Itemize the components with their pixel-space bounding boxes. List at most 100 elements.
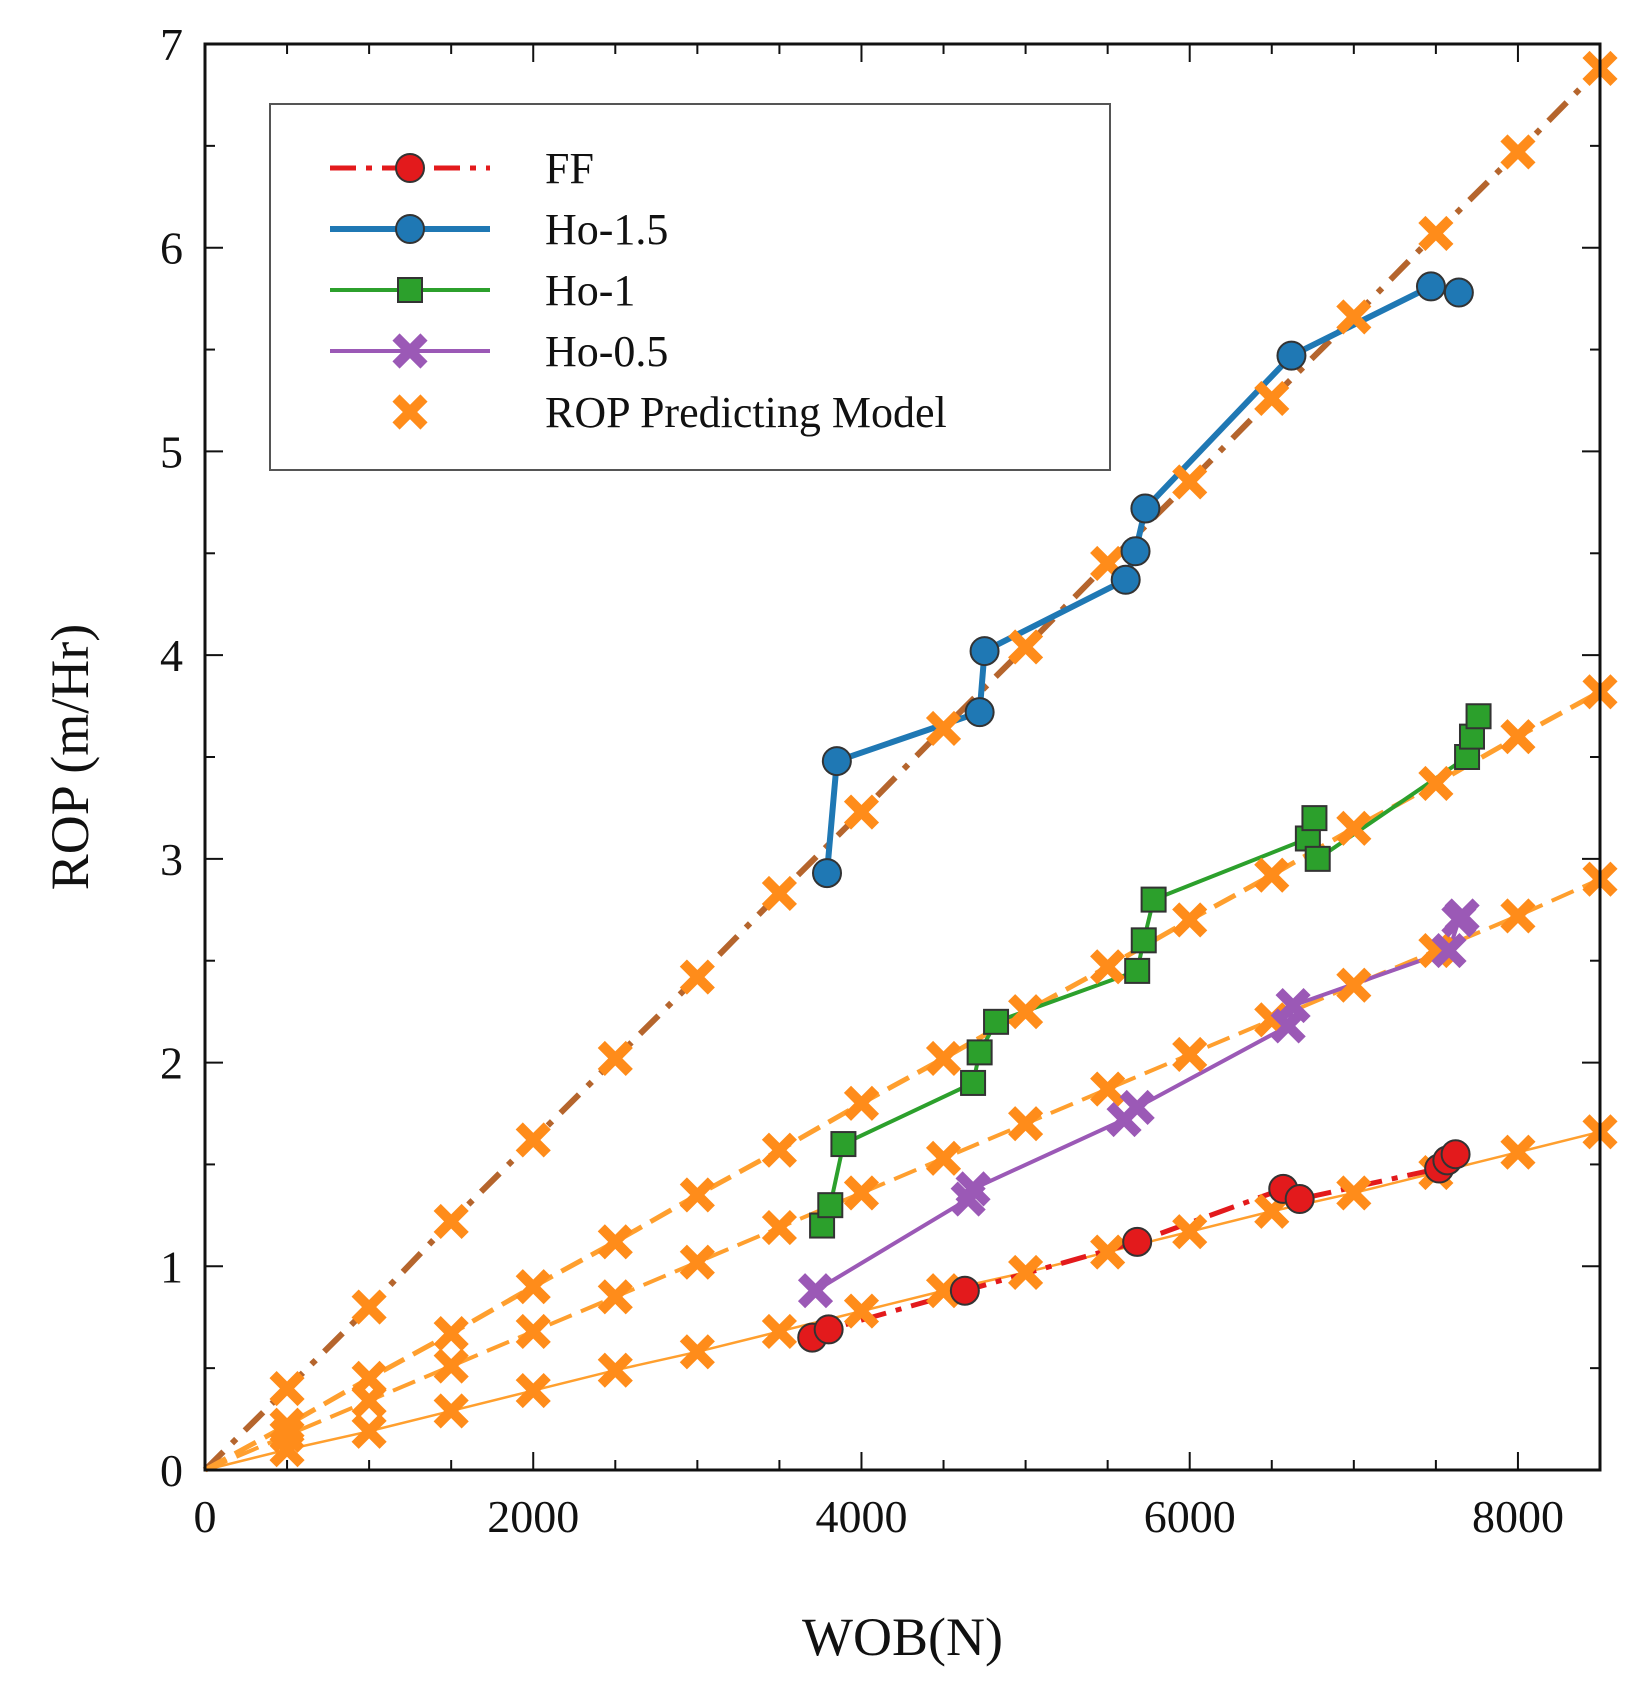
- model-point: [1172, 1214, 1208, 1250]
- point-ho-1: [830, 1131, 857, 1158]
- point-ho-1-5: [1120, 536, 1151, 567]
- model-point: [1336, 299, 1372, 335]
- point-ho-1-5: [1110, 564, 1141, 595]
- point-ho-1: [1140, 886, 1167, 913]
- point-ho-1-5: [969, 636, 1000, 667]
- point-ho-0-5: [1431, 932, 1467, 969]
- legend-label: Ho-1: [545, 266, 635, 315]
- model-point: [1336, 967, 1372, 1003]
- model-point: [515, 1372, 551, 1409]
- model-point: [925, 1040, 962, 1077]
- model-point: [1418, 215, 1454, 252]
- legend-label: Ho-0.5: [545, 327, 668, 376]
- y-tick-label: 0: [160, 1445, 183, 1496]
- point-ho-1: [1130, 927, 1157, 954]
- model-point: [679, 959, 715, 995]
- model-point: [515, 1269, 551, 1305]
- model-point: [679, 1177, 715, 1213]
- y-tick-label: 5: [160, 426, 183, 477]
- y-tick-label: 2: [160, 1038, 183, 1089]
- point-ho-1-5: [964, 697, 995, 728]
- point-ff: [813, 1314, 844, 1345]
- x-tick-labels: 0 2000 4000 6000 8000: [194, 1491, 1564, 1542]
- model-point: [925, 1273, 962, 1309]
- point-ho-1-5: [812, 858, 843, 889]
- model-point: [1336, 810, 1372, 846]
- point-ho-1-5: [1415, 271, 1446, 302]
- legend: FF Ho-1.5 Ho-1 Ho-0.5 ROP Predicting Model: [269, 103, 1111, 471]
- y-axis-title: ROP (m/Hr): [40, 624, 100, 891]
- point-ho-1: [960, 1069, 987, 1096]
- model-point: [597, 1040, 633, 1077]
- model-point: [1500, 134, 1536, 170]
- point-ho-1: [983, 1008, 1010, 1035]
- legend-label: Ho-1.5: [545, 205, 668, 254]
- model-point: [1254, 857, 1290, 893]
- point-ho-1: [1124, 957, 1151, 984]
- model-point: [269, 1370, 305, 1407]
- legend-marker: [392, 394, 428, 430]
- legend-marker: [392, 333, 428, 369]
- model-point: [1090, 1234, 1126, 1270]
- model-point: [351, 1383, 387, 1419]
- legend-marker: [397, 277, 423, 303]
- legend-items: FF Ho-1.5 Ho-1 Ho-0.5 ROP Predicting Model: [330, 144, 947, 437]
- point-ff: [1284, 1184, 1315, 1215]
- model-point: [761, 875, 797, 912]
- model-point: [1008, 1106, 1044, 1142]
- model-line-4: [204, 1130, 1601, 1472]
- model-point: [1172, 464, 1208, 500]
- model-point: [679, 1244, 715, 1280]
- point-ho-0-5: [1275, 987, 1311, 1024]
- point-ff: [949, 1275, 980, 1306]
- model-point: [433, 1348, 469, 1384]
- y-tick-label: 1: [160, 1241, 183, 1292]
- model-point: [515, 1313, 551, 1350]
- point-ho-1: [966, 1039, 993, 1066]
- y-tick-label: 4: [160, 630, 183, 681]
- point-ho-1: [1304, 845, 1331, 872]
- model-point: [433, 1203, 469, 1240]
- model-point: [843, 1175, 880, 1211]
- model-point: [843, 794, 880, 830]
- model-point: [761, 1313, 797, 1350]
- model-point: [1008, 629, 1044, 665]
- model-point: [1090, 949, 1126, 985]
- model-point: [351, 1413, 387, 1449]
- x-tick-label: 4000: [815, 1491, 907, 1542]
- y-tick-label: 3: [160, 834, 183, 885]
- x-tick-label: 8000: [1472, 1491, 1564, 1542]
- model-point: [597, 1279, 633, 1315]
- model-point: [433, 1315, 469, 1352]
- point-ho-1-5: [1443, 277, 1474, 308]
- y-tick-labels: 0 1 2 3 4 5 6 7: [160, 19, 183, 1496]
- model-point: [269, 1432, 305, 1468]
- point-ff: [1122, 1226, 1153, 1257]
- model-point: [843, 1293, 880, 1329]
- y-tick-label: 6: [160, 223, 183, 274]
- model-point: [925, 710, 962, 747]
- model-point: [1336, 1175, 1372, 1211]
- legend-label: ROP Predicting Model: [545, 388, 947, 437]
- point-ho-1: [1465, 703, 1492, 730]
- model-point: [925, 1140, 962, 1176]
- model-point: [1008, 994, 1044, 1030]
- model-point: [761, 1210, 797, 1246]
- series-line-ho-1: [820, 715, 1481, 1227]
- point-ho-1: [817, 1192, 844, 1219]
- point-ho-1: [1301, 805, 1328, 832]
- model-point: [1008, 1254, 1044, 1290]
- model-point: [1500, 898, 1536, 934]
- model-point: [1172, 902, 1208, 938]
- legend-marker: [395, 214, 425, 244]
- point-ho-0-5: [1444, 898, 1480, 934]
- model-point: [1254, 380, 1290, 417]
- model-point: [597, 1224, 633, 1260]
- legend-marker: [395, 153, 425, 183]
- model-point: [1500, 719, 1536, 755]
- point-ho-1-5: [1276, 340, 1307, 371]
- series-markers: [797, 271, 1492, 1353]
- model-point: [1172, 1036, 1208, 1072]
- axis-ticks: [204, 43, 1601, 1471]
- x-tick-label: 0: [194, 1491, 217, 1542]
